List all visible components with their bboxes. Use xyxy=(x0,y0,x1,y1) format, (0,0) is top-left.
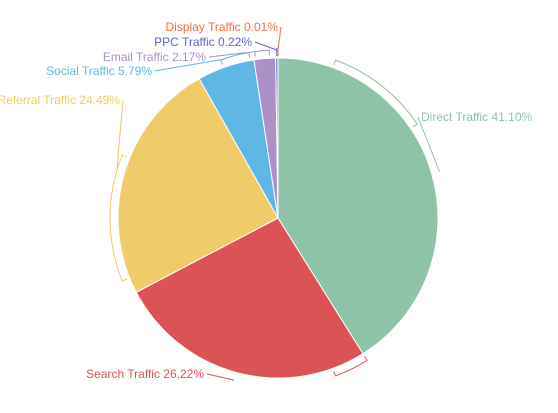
slice-label-ppc-traffic: PPC Traffic 0.22% xyxy=(154,35,252,49)
slice-label-search-traffic: Search Traffic 26.22% xyxy=(86,367,204,381)
slice-label-display-traffic: Display Traffic 0.01% xyxy=(166,20,279,34)
leader-line-referral-traffic xyxy=(109,99,128,282)
leader-line-ppc-traffic xyxy=(254,41,278,57)
leader-line-display-traffic xyxy=(277,26,282,56)
slice-label-referral-traffic: Referral Traffic 24.49% xyxy=(0,93,120,107)
slice-label-email-traffic: Email Traffic 2.17% xyxy=(103,50,206,64)
slice-label-direct-traffic: Direct Traffic 41.10% xyxy=(421,110,532,124)
pie-slice-search-traffic[interactable] xyxy=(135,217,364,379)
slice-label-social-traffic: Social Traffic 5.79% xyxy=(46,64,152,78)
pie-slice-direct-traffic[interactable] xyxy=(277,57,439,355)
pie-slice-referral-traffic[interactable] xyxy=(117,78,279,293)
pie-slices xyxy=(117,57,439,379)
leader-line-search-traffic xyxy=(206,355,368,381)
leader-line-email-traffic xyxy=(208,49,270,58)
label-leader-lines xyxy=(109,26,440,381)
leader-line-direct-traffic xyxy=(333,59,440,172)
slice-labels: Direct Traffic 41.10% Search Traffic 26.2… xyxy=(0,20,532,381)
